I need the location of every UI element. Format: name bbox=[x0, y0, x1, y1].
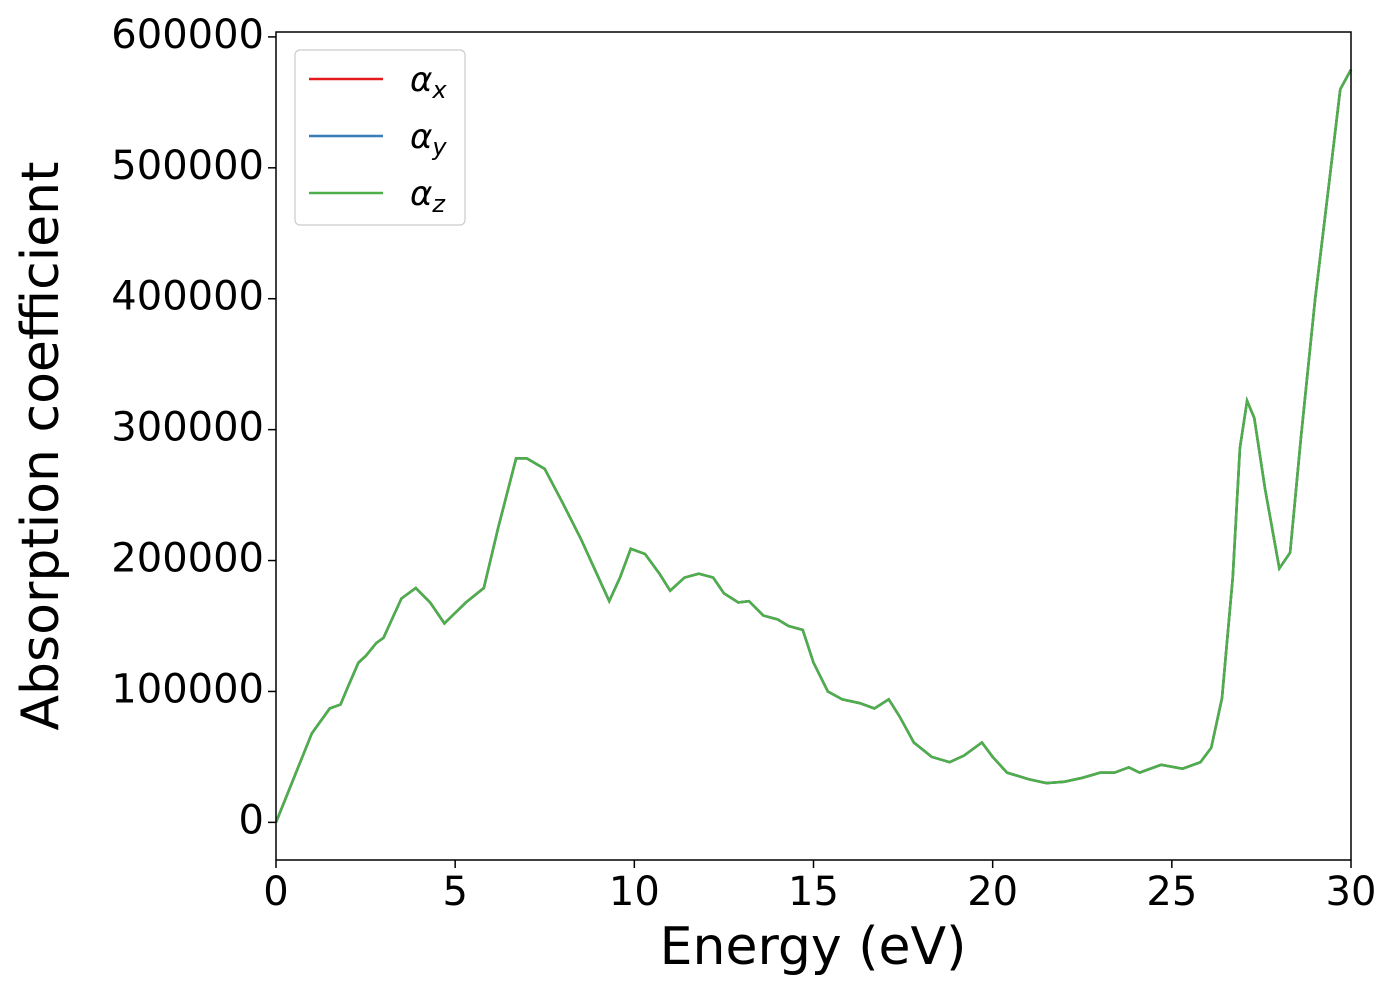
y-axis-label: Absorption coefficient bbox=[11, 161, 71, 730]
legend-label-main: α bbox=[410, 117, 432, 157]
x-tick-label: 5 bbox=[442, 869, 467, 915]
legend-box bbox=[294, 49, 466, 226]
legend-label-main: α bbox=[410, 174, 432, 214]
legend-label: αz bbox=[410, 174, 446, 219]
legend-label-sub: z bbox=[431, 190, 446, 218]
y-tick-label: 600000 bbox=[111, 12, 264, 58]
series-line bbox=[274, 69, 1353, 823]
plot-frame bbox=[275, 31, 1352, 861]
x-axis-label: Energy (eV) bbox=[660, 917, 967, 977]
x-tick-label: 20 bbox=[967, 869, 1018, 915]
legend-label: αy bbox=[410, 117, 447, 162]
y-tick-label: 0 bbox=[239, 797, 264, 843]
x-tick-label: 15 bbox=[788, 869, 839, 915]
y-tick-label: 200000 bbox=[111, 536, 264, 582]
legend-label-sub: y bbox=[431, 133, 447, 161]
y-tick-label: 400000 bbox=[111, 274, 264, 320]
y-tick-label: 500000 bbox=[111, 143, 264, 189]
y-tick-label: 100000 bbox=[111, 666, 264, 712]
x-tick-label: 25 bbox=[1146, 869, 1197, 915]
x-tick-label: 30 bbox=[1326, 869, 1377, 915]
legend-label: αx bbox=[410, 60, 447, 105]
x-tick-label: 0 bbox=[263, 869, 288, 915]
legend-label-main: α bbox=[410, 60, 432, 100]
x-tick-label: 10 bbox=[609, 869, 660, 915]
y-tick-label: 300000 bbox=[111, 405, 264, 451]
legend-label-sub: x bbox=[431, 76, 447, 104]
